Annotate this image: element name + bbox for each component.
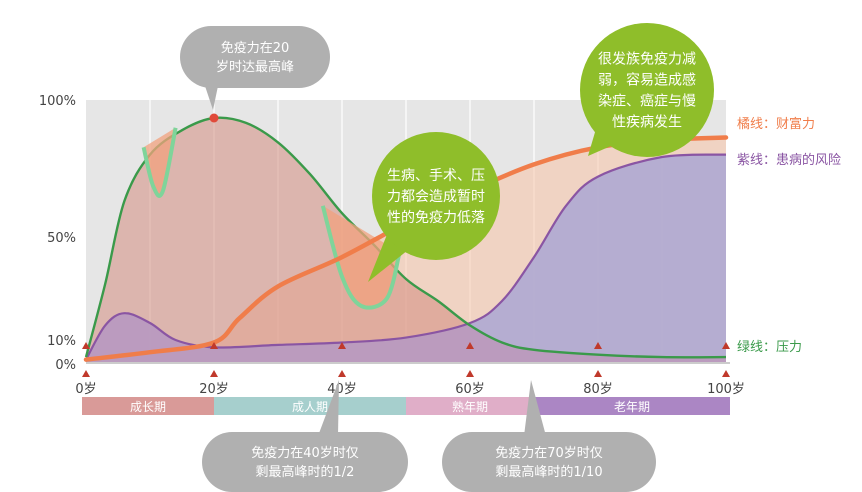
grid-tick-marker (466, 342, 474, 349)
grid-tick-marker (210, 342, 218, 349)
x-tick-label: 20岁 (199, 382, 229, 397)
phase-label: 老年期 (614, 400, 650, 414)
immunity-dip-area (322, 205, 400, 308)
phase-label: 成人期 (292, 400, 328, 414)
bubble-text: 免疫力在20 (221, 40, 290, 56)
bubble-text: 弱，容易造成感 (598, 72, 696, 89)
bubble-text: 免疫力在70岁时仅 (495, 445, 603, 461)
grid-tick-marker (338, 342, 346, 349)
bubble-text: 免疫力在40岁时仅 (251, 445, 359, 461)
bubble-text: 剩最高峰时的1/2 (256, 464, 355, 480)
x-tick-label: 80岁 (583, 382, 613, 397)
x-tick-label: 40岁 (327, 382, 357, 397)
immunity-area (86, 117, 726, 362)
disease-risk-line (85, 153, 727, 361)
bubble-tail (524, 380, 546, 436)
x-tick-marker (338, 370, 346, 377)
grid-tick-marker (722, 342, 730, 349)
x-tick-marker (82, 370, 90, 377)
phase-bar: 成长期 成人期 熟年期 老年期 (82, 397, 730, 415)
y-tick-label: 0% (55, 358, 76, 373)
bubble-text: 生病、手术、压 (387, 168, 485, 184)
phase-label: 成长期 (130, 400, 166, 414)
bubble-body (180, 26, 330, 88)
y-tick-label: 50% (47, 231, 76, 246)
bubble-tail (318, 380, 339, 436)
axes: 0岁 20岁 40岁 60岁 80岁 100岁 0% 10% 50% 100% (39, 94, 745, 397)
x-tick-label: 60岁 (455, 382, 485, 397)
bubble-text: 性的免疫力低落 (387, 210, 485, 226)
legend-label: 绿线：压力 (737, 340, 802, 355)
legend-label: 橘线：财富力 (737, 116, 815, 132)
bubble-body (202, 432, 408, 492)
bubble-text: 染症、癌症与慢 (598, 93, 696, 110)
y-tick-label: 100% (39, 94, 76, 109)
bubble-tail (205, 86, 218, 110)
x-tick-marker (210, 370, 218, 377)
phase-segment (406, 397, 534, 415)
x-tick-marker (594, 370, 602, 377)
annotation-bubbles: 免疫力在20岁时达最高峰生病、手术、压力都会造成暂时性的免疫力低落很发族免疫力减… (180, 23, 714, 492)
x-tick-label: 0岁 (75, 382, 96, 397)
lines (83, 113, 729, 362)
bubble-text: 岁时达最高峰 (216, 59, 294, 75)
x-tick-label: 100岁 (707, 382, 745, 397)
phase-segment (82, 397, 214, 415)
immunity-dip-line (141, 127, 178, 198)
legend-label: 紫线：患病的风险 (737, 152, 841, 168)
grid-tick-marker (594, 342, 602, 349)
bubble-text: 性疾病发生 (612, 115, 682, 131)
phase-label: 熟年期 (452, 399, 488, 414)
bubble-body (442, 432, 656, 492)
immunity-dip-line (320, 205, 402, 310)
x-tick-marker (466, 370, 474, 377)
y-tick-label: 10% (47, 334, 76, 349)
phase-segment (534, 397, 730, 415)
grid-tick-marker (82, 342, 90, 349)
bubble-text: 剩最高峰时的1/10 (495, 464, 602, 480)
bubble-text: 力都会造成暂时 (387, 189, 485, 205)
annotation-bubble: 免疫力在20 岁时达最高峰 (180, 26, 330, 110)
bubble-body (580, 23, 714, 157)
x-tick-marker (722, 370, 730, 377)
bubble-text: 很发族免疫力减 (598, 52, 696, 68)
bubble-body (372, 132, 500, 260)
peak-marker (209, 113, 219, 123)
phase-segment (214, 397, 406, 415)
